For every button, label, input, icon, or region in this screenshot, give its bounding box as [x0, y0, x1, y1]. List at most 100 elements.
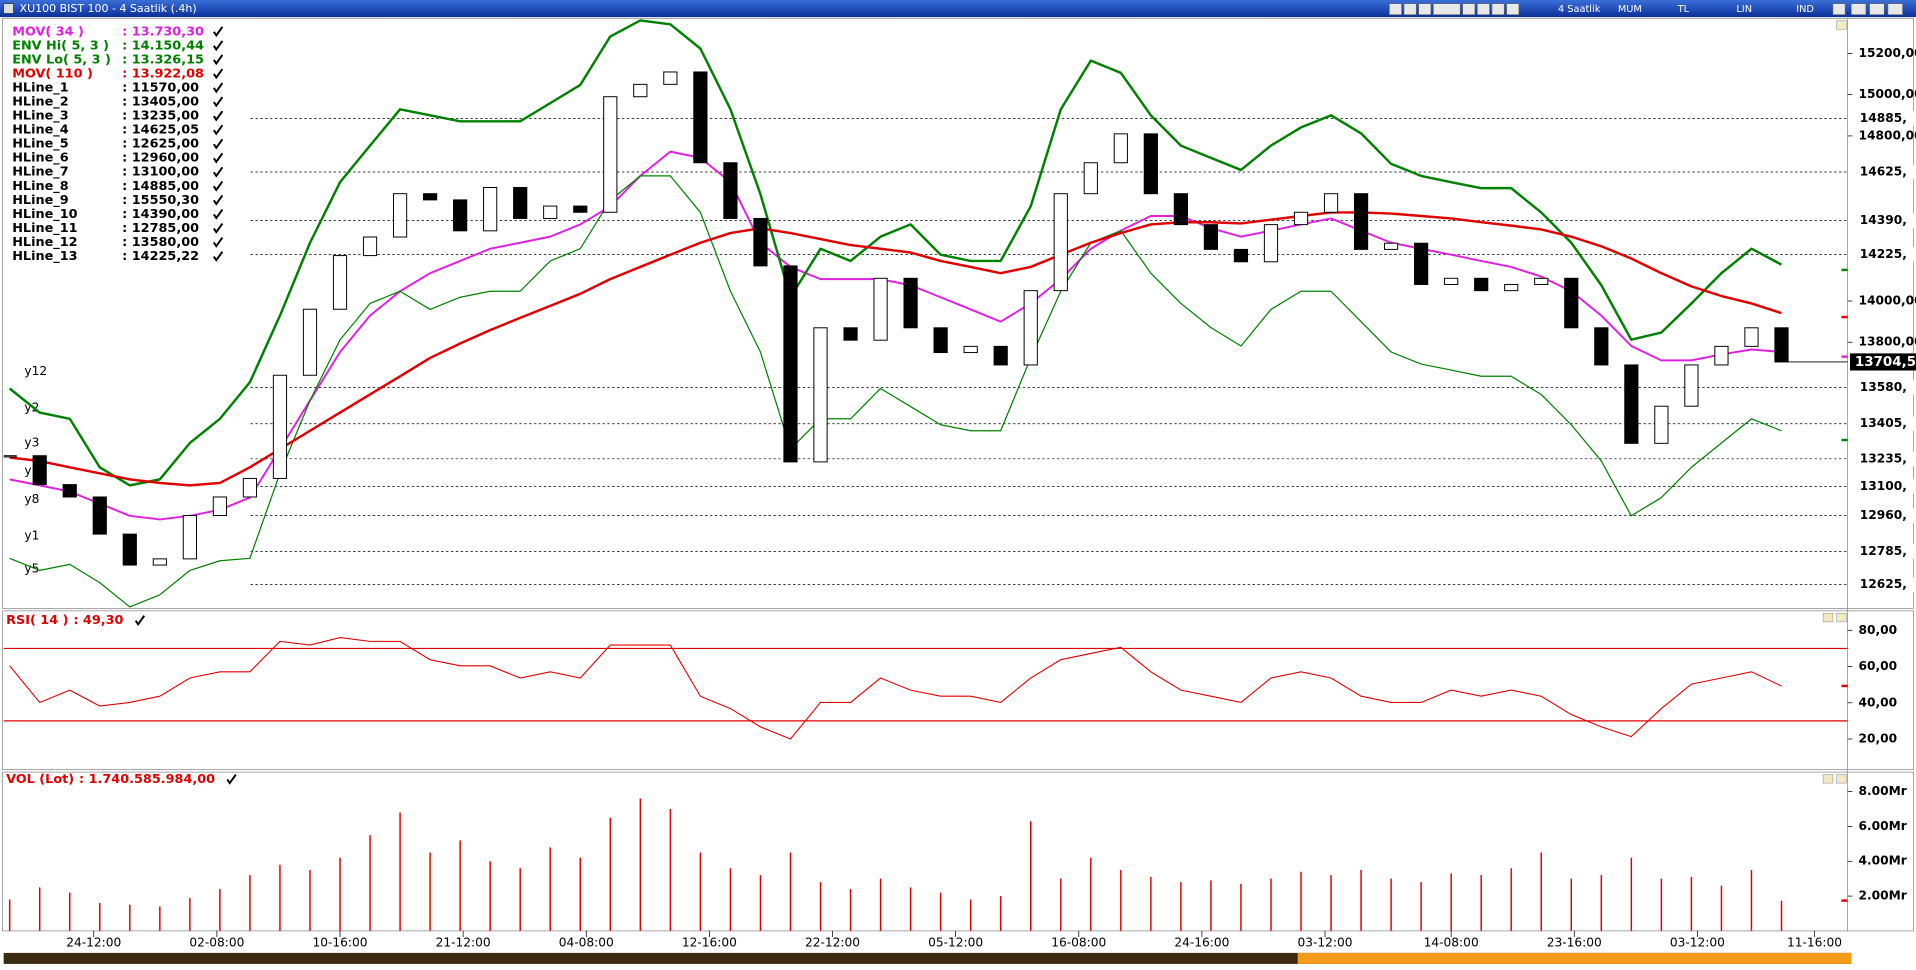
- toolbar-button[interactable]: [1433, 3, 1461, 15]
- rsi-pane-frame: [2, 610, 1914, 771]
- window-button[interactable]: [1850, 3, 1867, 15]
- check-icon: [213, 251, 224, 262]
- x-tick-label: 16-08:00: [1051, 936, 1106, 950]
- check-icon: [134, 615, 146, 626]
- pane-button[interactable]: [1836, 20, 1847, 30]
- toolbar-button[interactable]: [1403, 3, 1417, 15]
- price-label: 12785,: [1860, 544, 1907, 558]
- window-button[interactable]: [1832, 3, 1846, 15]
- candle: [723, 162, 738, 219]
- legend-name: MOV( 110 ): [12, 66, 93, 81]
- candle: [1173, 193, 1188, 226]
- candle: [362, 236, 378, 257]
- candle: [603, 96, 618, 213]
- price-label-box: [1850, 544, 1916, 559]
- toolbar-button[interactable]: [1462, 3, 1476, 15]
- indicator-line: [9, 175, 1782, 608]
- price-label: 13405,: [1860, 416, 1907, 430]
- toolbar-label[interactable]: 4 Saatlik: [1558, 4, 1601, 15]
- pane-button[interactable]: [1822, 774, 1834, 784]
- labels: 15200,00 15000,00 14800,00 14000,00 13800,00…: [6, 4, 1916, 950]
- scrollbar-track[interactable]: [3, 952, 1852, 964]
- candle: [272, 374, 288, 479]
- check-icon: [213, 82, 224, 94]
- price-label-box: [1850, 111, 1916, 126]
- price-label-box: [1850, 508, 1916, 523]
- pane-button[interactable]: [1836, 774, 1847, 784]
- legend-value: : 14390,00: [122, 207, 199, 222]
- x-tick-label: 12-16:00: [682, 936, 737, 950]
- window-icon[interactable]: [3, 3, 14, 14]
- legend-name: HLine_8: [12, 179, 69, 194]
- toolbar-label[interactable]: LIN: [1736, 4, 1752, 15]
- candle: [873, 277, 888, 341]
- legend-name: HLine_12: [12, 235, 77, 250]
- x-tick-label: 23-16:00: [1547, 936, 1602, 950]
- toolbar-button[interactable]: [1389, 3, 1402, 15]
- line-tag: y1: [24, 528, 39, 542]
- scrollbar-thumb[interactable]: [1297, 952, 1852, 964]
- candle: [423, 193, 438, 201]
- price-label-box: [1850, 247, 1916, 262]
- x-tick-label: 10-16:00: [312, 936, 367, 950]
- x-tick-label: 24-12:00: [66, 936, 121, 950]
- check-icon: [213, 180, 224, 192]
- pane-button[interactable]: [1836, 612, 1847, 623]
- x-tick-label: 03-12:00: [1670, 936, 1725, 950]
- toolbar-label[interactable]: MUM: [1618, 4, 1642, 15]
- check-icon: [213, 237, 224, 248]
- price-label: 13235,: [1860, 451, 1907, 465]
- window-button[interactable]: [1869, 3, 1885, 15]
- vol-plot: [8, 798, 1783, 931]
- legend-value: : 13100,00: [122, 165, 199, 180]
- candle: [1624, 364, 1639, 444]
- candle: [1083, 162, 1098, 195]
- candle: [302, 308, 318, 376]
- check-icon: [213, 152, 224, 164]
- candle: [1323, 193, 1339, 213]
- check-icon: [213, 124, 224, 136]
- candle: [1594, 327, 1609, 366]
- candle: [1474, 277, 1489, 292]
- legend-name: HLine_9: [12, 193, 69, 208]
- toolbar-button[interactable]: [1506, 3, 1520, 15]
- legend-name: ENV Lo( 5, 3 ): [12, 52, 111, 67]
- candle: [122, 533, 137, 566]
- legend-name: HLine_6: [12, 151, 69, 166]
- toolbar-label[interactable]: IND: [1796, 4, 1814, 15]
- x-tick-label: 14-08:00: [1424, 936, 1479, 950]
- candle: [1384, 242, 1399, 250]
- pane-button[interactable]: [1822, 612, 1834, 623]
- legend-value: : 13405,00: [122, 95, 199, 110]
- candle: [963, 345, 978, 354]
- legend-name: HLine_4: [12, 123, 69, 138]
- legend-value: : 14225,22: [122, 249, 199, 264]
- legend-name: HLine_7: [12, 165, 68, 180]
- candle: [633, 83, 648, 98]
- toolbar-label[interactable]: TL: [1677, 4, 1690, 15]
- price-label-box: [1850, 451, 1916, 467]
- check-icon: [213, 208, 224, 220]
- check-icon: [213, 222, 224, 234]
- candle: [1143, 133, 1158, 195]
- candle: [1744, 327, 1759, 347]
- price-label-box: [1850, 380, 1916, 395]
- price-label-box: [1850, 416, 1916, 432]
- toolbar-button[interactable]: [1418, 3, 1432, 15]
- candle: [332, 255, 348, 310]
- indicator-line: [8, 19, 1783, 487]
- y-tick-label: 14800,00: [1859, 128, 1916, 142]
- candle: [32, 455, 47, 486]
- candle: [1023, 290, 1038, 366]
- toolbar-button[interactable]: [1491, 3, 1505, 15]
- window-button[interactable]: [1887, 3, 1903, 15]
- candle: [1353, 193, 1369, 250]
- x-tick-label: 04-08:00: [559, 936, 614, 950]
- legend-value: : 13.730,30: [122, 24, 204, 39]
- line-tag: y3: [24, 435, 39, 449]
- candle: [1233, 248, 1249, 263]
- toolbar-button[interactable]: [1477, 3, 1490, 15]
